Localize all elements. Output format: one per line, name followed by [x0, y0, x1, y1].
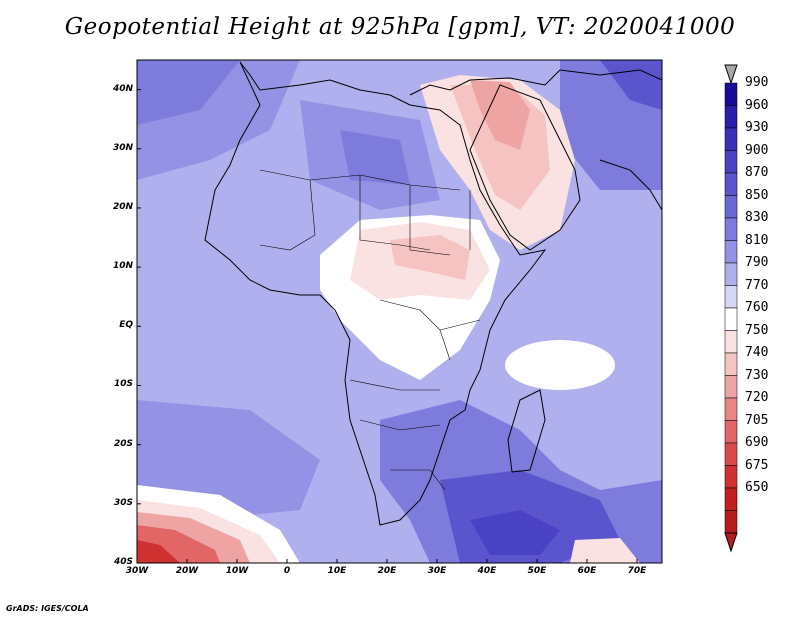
colorbar-segment: [724, 262, 738, 286]
colorbar-label: 770: [745, 277, 769, 293]
lat-label: 30S: [113, 497, 133, 508]
colorbar-label: 730: [745, 367, 769, 383]
field-sahara-core: [340, 130, 410, 185]
mediterranean-coast: [409, 69, 561, 96]
lat-label: 20N: [112, 201, 133, 212]
colorbar-label: 790: [745, 255, 769, 270]
colorbar-segment: [724, 352, 738, 376]
lon-label: 30W: [125, 566, 149, 576]
colorbar: [724, 64, 738, 553]
lon-label: 20E: [377, 566, 397, 576]
lat-label: 10N: [112, 261, 133, 272]
colorbar-label: 690: [745, 435, 769, 450]
colorbar-segment: [724, 442, 738, 466]
lon-label: 40E: [477, 566, 497, 576]
colorbar-segment: [724, 127, 738, 151]
colorbar-label: 740: [745, 345, 769, 360]
colorbar-label: 720: [745, 390, 769, 405]
field-sw-atlantic: [137, 400, 320, 520]
colorbar-segment: [724, 240, 738, 264]
colorbar-segment: [724, 465, 738, 489]
colorbar-segment: [724, 105, 738, 129]
colorbar-label: 850: [745, 187, 769, 203]
lon-label: 30E: [427, 566, 447, 576]
country-borders: [259, 169, 481, 491]
field-se-low: [570, 538, 640, 563]
field-nw-core: [137, 60, 240, 125]
colorbar-label: 650: [745, 480, 769, 495]
colorbar-label: 675: [745, 457, 769, 473]
field-indian-ocean-spot: [505, 340, 615, 390]
africa-coast: [204, 61, 547, 526]
colorbar-label: 760: [745, 300, 769, 315]
colorbar-label: 990: [745, 75, 769, 90]
colorbar-segment: [724, 330, 738, 354]
colorbar-segment: [724, 510, 738, 534]
colorbar-segment: [724, 195, 738, 219]
lon-label: 10W: [225, 566, 249, 576]
colorbar-segment: [724, 307, 738, 331]
map-title: Geopotential Height at 925hPa [gpm], VT:…: [64, 14, 736, 40]
colorbar-label: 900: [745, 142, 769, 158]
lat-label: 10S: [113, 379, 133, 390]
colorbar-label: 830: [745, 210, 769, 225]
field-south-core2: [470, 510, 560, 555]
lon-label: 50E: [527, 566, 547, 576]
colorbar-segment: [724, 420, 738, 444]
colorbar-segment: [724, 397, 738, 421]
colorbar-segment: [724, 150, 738, 174]
colorbar-segment: [724, 487, 738, 511]
lon-label: 10E: [327, 566, 347, 576]
colorbar-segment: [724, 375, 738, 399]
arabia-coast: [469, 84, 581, 251]
colorbar-segment: [724, 82, 738, 106]
lon-label: 0: [283, 566, 291, 576]
lat-label: 20S: [113, 438, 133, 449]
coastlines: [204, 61, 662, 526]
colorbar-over-triangle: [724, 64, 738, 85]
lat-label: 40S: [113, 557, 133, 567]
colorbar-label: 705: [745, 412, 769, 428]
lat-label: 40N: [112, 83, 133, 94]
colorbar-label: 750: [745, 322, 769, 338]
madagascar-coast: [507, 389, 546, 473]
height-field: [137, 60, 662, 563]
colorbar-under-triangle: [724, 532, 738, 553]
lat-label: EQ: [119, 320, 133, 331]
lon-label: 20W: [175, 566, 199, 576]
lon-label: 70E: [627, 566, 647, 576]
axis-ticks: [136, 89, 638, 564]
colorbar-segment: [724, 172, 738, 196]
lat-label: 30N: [112, 142, 133, 153]
colorbar-segment: [724, 285, 738, 309]
india-coast: [599, 159, 662, 211]
field-arabia-low3: [470, 80, 530, 150]
asia-coast: [559, 69, 662, 81]
colorbar-label: 960: [745, 97, 769, 113]
colorbar-segment: [724, 217, 738, 241]
colorbar-label: 870: [745, 165, 769, 180]
field-sw-low5: [137, 540, 180, 563]
lon-label: 60E: [577, 566, 597, 576]
colorbar-label: 810: [745, 232, 769, 248]
software-credit: GrADS: IGES/COLA: [6, 604, 89, 613]
plot-frame: [136, 59, 663, 564]
colorbar-label: 930: [745, 120, 769, 135]
